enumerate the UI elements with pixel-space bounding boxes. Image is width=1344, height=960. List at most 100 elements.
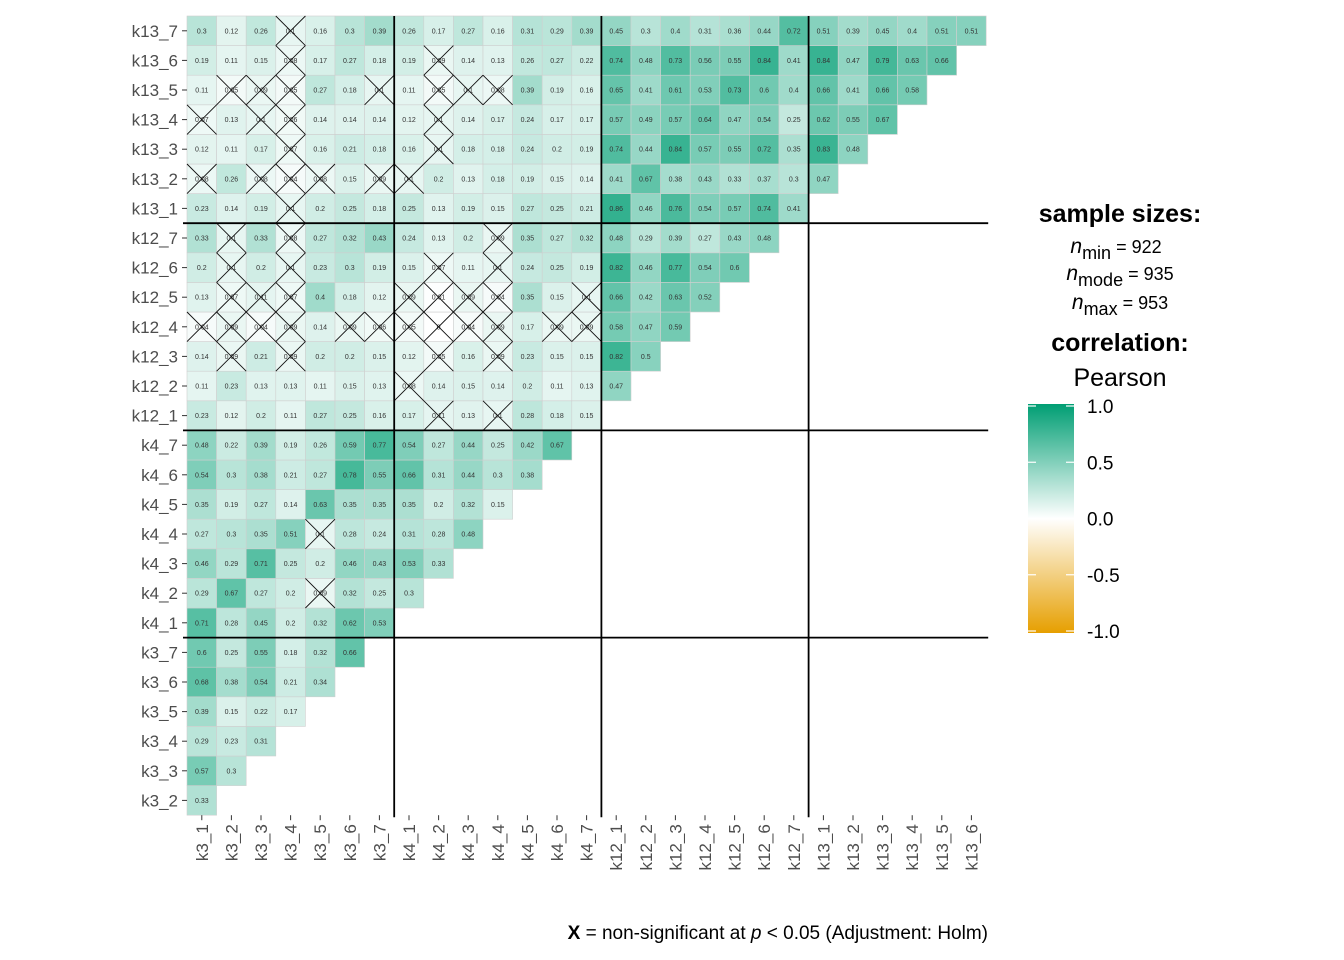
cell-value-label: 0.25 — [550, 265, 564, 272]
cell-value-label: 0.09 — [432, 58, 446, 65]
cell-value-label: 0.18 — [373, 147, 387, 154]
heatmap-cell — [482, 134, 513, 165]
heatmap-cell — [186, 430, 217, 461]
y-tick-label: k4_2 — [141, 584, 178, 603]
cell-value-label: 0.44 — [757, 28, 771, 35]
cell-value-label: 0.67 — [876, 117, 890, 124]
heatmap-cell — [334, 489, 365, 520]
cell-value-label: 0.55 — [254, 650, 268, 657]
heatmap-cell — [216, 726, 247, 757]
cell-value-label: 0.57 — [609, 117, 623, 124]
cell-value-label: 0.35 — [521, 295, 535, 302]
heatmap-cell — [719, 163, 750, 194]
cell-value-label: 0.15 — [580, 354, 594, 361]
x-tick-label: k4_5 — [518, 824, 537, 861]
cell-value-label: 0.13 — [373, 384, 387, 391]
heatmap-cell — [216, 666, 247, 698]
heatmap-cell — [719, 74, 750, 106]
heatmap-cell — [364, 222, 395, 254]
cell-value-label: 0.01 — [432, 295, 446, 302]
cell-value-label: 0.18 — [461, 147, 475, 154]
cell-value-label: 0.24 — [521, 265, 535, 272]
cell-value-label: 0.48 — [639, 58, 653, 65]
cell-value-label: 0.1 — [256, 117, 266, 124]
heatmap-cell — [630, 163, 661, 194]
heatmap-cell — [364, 104, 395, 135]
heatmap-cell — [660, 74, 691, 106]
heatmap-cell — [571, 45, 602, 76]
heatmap-cell — [275, 489, 306, 520]
y-tick-label: k12_3 — [132, 347, 178, 366]
x-tick-label: k12_5 — [726, 824, 745, 870]
heatmap-cell — [630, 134, 661, 165]
cell-value-label: 0.71 — [195, 620, 209, 627]
cell-value-label: 0.66 — [935, 58, 949, 65]
heatmap-cell — [541, 341, 573, 372]
cell-value-label: 0.48 — [195, 443, 209, 450]
x-tick-label: k13_6 — [962, 824, 981, 870]
heatmap-cell — [689, 163, 721, 194]
cell-value-label: 0.48 — [609, 236, 623, 243]
y-tick-label: k12_4 — [132, 318, 178, 337]
cell-value-label: 0.24 — [402, 236, 416, 243]
cell-value-label: 0.47 — [817, 176, 831, 183]
cell-value-label: 0.26 — [521, 58, 535, 65]
cell-value-label: 0.08 — [254, 176, 268, 183]
heatmap-cell — [778, 104, 809, 135]
cell-value-label: 0.41 — [787, 58, 801, 65]
cell-value-label: 0.53 — [373, 620, 387, 627]
nonsignificant-x-mark — [423, 341, 454, 372]
cell-value-label: 0.14 — [225, 206, 239, 213]
heatmap-cell — [453, 163, 484, 194]
x-tick-label: k3_1 — [193, 824, 212, 861]
nonsignificant-x-mark — [216, 222, 247, 254]
nonsignificant-x-mark — [305, 578, 336, 609]
cell-value-label: 0.11 — [254, 295, 267, 302]
cell-value-label: 0.74 — [609, 58, 623, 65]
heatmap-cell — [926, 15, 957, 46]
cell-value-label: 0.73 — [669, 58, 683, 65]
nonsignificant-x-mark — [216, 341, 247, 372]
heatmap-cell — [364, 370, 395, 402]
cell-value-label: 0.48 — [846, 147, 860, 154]
cell-value-label: 0.51 — [817, 28, 831, 35]
cell-value-label: 0.2 — [315, 206, 325, 213]
cell-value-label: 0.32 — [343, 591, 357, 598]
x-tick-label: k12_2 — [637, 824, 656, 870]
cell-value-label: 0.2 — [434, 502, 444, 509]
cell-value-label: 0.42 — [639, 295, 653, 302]
cell-value-label: 0.19 — [550, 88, 564, 95]
cell-value-label: 0.12 — [402, 354, 416, 361]
cell-value-label: 0.43 — [698, 176, 712, 183]
cell-value-label: 0.55 — [728, 147, 742, 154]
cell-value-label: 0.27 — [461, 28, 475, 35]
cell-value-label: 0.1 — [493, 265, 503, 272]
heatmap-cell — [689, 222, 721, 254]
cell-value-label: 0.39 — [521, 88, 535, 95]
heatmap-cell — [334, 578, 365, 609]
cell-value-label: 0.25 — [550, 206, 564, 213]
nonsignificant-x-mark — [334, 311, 365, 342]
cell-value-label: 0.26 — [225, 176, 239, 183]
cell-value-label: 0.11 — [462, 265, 475, 272]
cell-value-label: 0.63 — [905, 58, 919, 65]
cell-value-label: 0.1 — [315, 532, 325, 539]
nonsignificant-x-mark — [393, 163, 425, 194]
cell-value-label: 0.14 — [373, 117, 387, 124]
cell-value-label: 0.09 — [225, 354, 239, 361]
cell-value-label: 0.25 — [343, 413, 357, 420]
cell-value-label: 0.46 — [639, 206, 653, 213]
nonsignificant-x-mark — [364, 311, 395, 342]
legend-tick-label: 0.0 — [1087, 510, 1113, 531]
heatmap-cell — [541, 104, 573, 135]
cell-value-label: 0.23 — [225, 384, 239, 391]
nonsignificant-x-mark — [364, 163, 395, 194]
cell-value-label: 0.09 — [284, 324, 298, 331]
y-tick-label: k13_5 — [132, 81, 178, 100]
y-tick-label: k3_5 — [141, 703, 178, 722]
cell-value-label: 0.66 — [876, 88, 890, 95]
nonsignificant-x-mark — [275, 252, 306, 283]
cell-value-label: 0.19 — [284, 443, 298, 450]
cell-value-label: 0.06 — [284, 117, 298, 124]
cell-value-label: 0.12 — [373, 295, 387, 302]
